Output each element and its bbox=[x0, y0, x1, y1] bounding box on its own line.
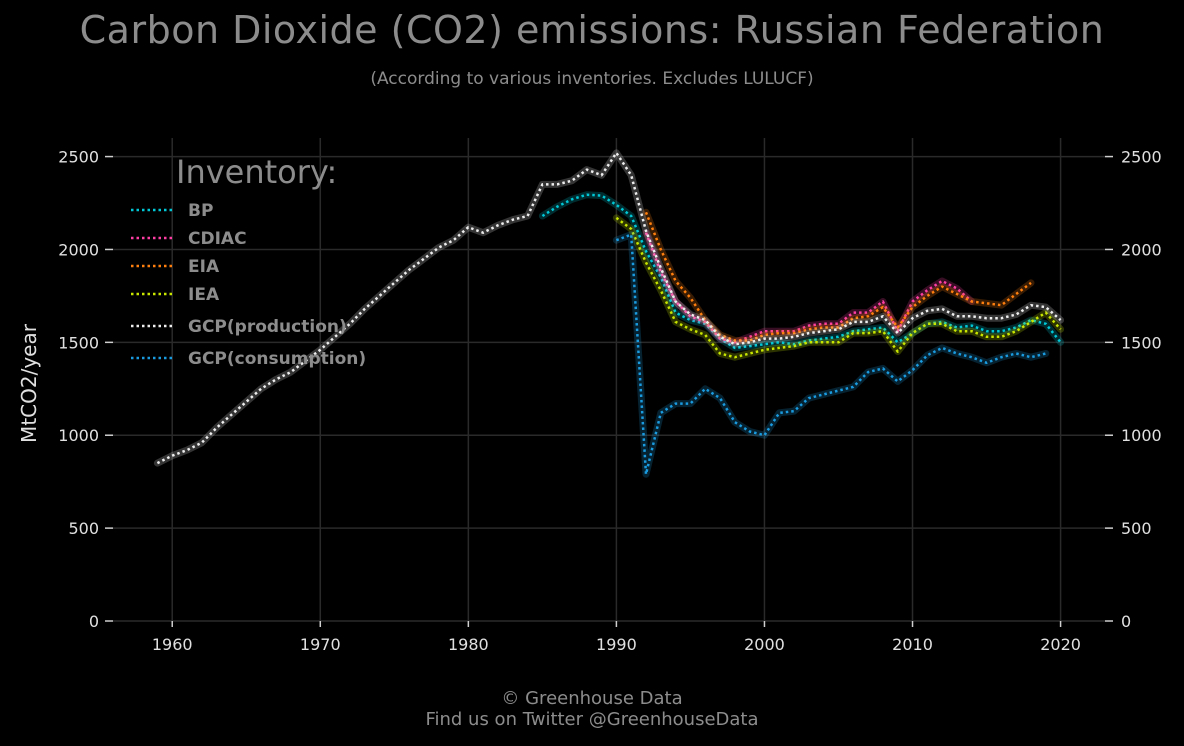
x-tick-label: 1980 bbox=[448, 635, 489, 654]
series-lines bbox=[153, 149, 1065, 478]
x-tick-label: 1990 bbox=[596, 635, 637, 654]
y-tick-label-left: 500 bbox=[68, 519, 99, 538]
y-tick-label-right: 500 bbox=[1121, 519, 1152, 538]
legend-label-bp: BP bbox=[188, 201, 213, 221]
legend-label-cdiac: CDIAC bbox=[188, 229, 247, 249]
x-tick-label: 1970 bbox=[300, 635, 341, 654]
grid bbox=[113, 138, 1105, 622]
legend-title: Inventory: bbox=[176, 153, 337, 191]
x-tick-label: 2000 bbox=[744, 635, 785, 654]
y-tick-label-left: 2000 bbox=[58, 240, 99, 259]
x-tick-label: 2010 bbox=[892, 635, 933, 654]
x-tick-label: 2020 bbox=[1040, 635, 1081, 654]
chart-subtitle: (According to various inventories. Exclu… bbox=[370, 69, 814, 89]
series-glow-bp bbox=[538, 191, 1065, 352]
series-glow-gcp-production bbox=[153, 149, 1065, 467]
y-tick-label-left: 0 bbox=[89, 612, 99, 631]
axes: 1960 1970 1980 1990 2000 2010 2020 0 0 500 500 1000… bbox=[17, 148, 1162, 654]
y-tick-label-right: 2500 bbox=[1121, 148, 1162, 167]
footer: © Greenhouse Data Find us on Twitter @Gr… bbox=[0, 688, 1184, 730]
y-tick-label-right: 2000 bbox=[1121, 240, 1162, 259]
y-tick-label-left: 1500 bbox=[58, 333, 99, 352]
legend-label-gcp-production: GCP(production) bbox=[188, 317, 347, 337]
legend: Inventory: BP CDIAC EIA IEA GCP(production) GC… bbox=[131, 153, 366, 369]
x-tick-label: 1960 bbox=[152, 635, 193, 654]
legend-label-eia: EIA bbox=[188, 257, 220, 277]
copyright-text: © Greenhouse Data bbox=[501, 688, 683, 709]
y-tick-label-left: 1000 bbox=[58, 426, 99, 445]
y-tick-label-left: 2500 bbox=[58, 148, 99, 167]
series-line-cdiac bbox=[644, 232, 973, 344]
legend-label-iea: IEA bbox=[188, 285, 220, 305]
chart-title: Carbon Dioxide (CO2) emissions: Russian … bbox=[79, 8, 1105, 52]
legend-label-gcp-consumption: GCP(consumption) bbox=[188, 349, 366, 369]
series-line-iea bbox=[615, 216, 1062, 359]
y-tick-label-right: 1500 bbox=[1121, 333, 1162, 352]
series-line-eia bbox=[644, 211, 1032, 342]
y-tick-label-right: 1000 bbox=[1121, 426, 1162, 445]
series-glow-gcp-consumption bbox=[612, 231, 1050, 478]
series-line-gcp-consumption bbox=[615, 233, 1047, 476]
twitter-text: Find us on Twitter @GreenhouseData bbox=[425, 709, 759, 730]
y-tick-label-right: 0 bbox=[1121, 612, 1131, 631]
y-axis-title: MtCO2/year bbox=[17, 323, 41, 443]
